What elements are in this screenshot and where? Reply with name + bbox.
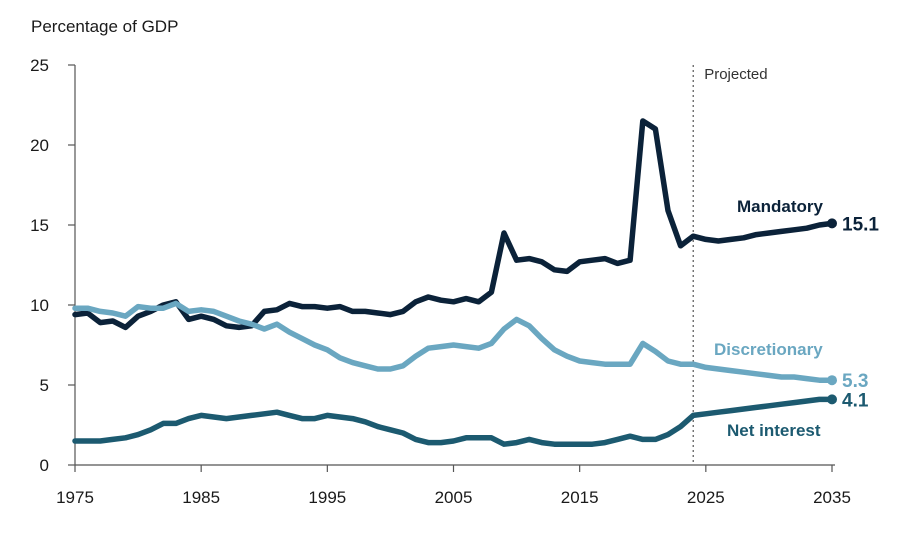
y-tick-label: 10 — [30, 296, 49, 315]
x-tick-label: 2025 — [687, 488, 725, 507]
series-name-label: Net interest — [727, 421, 821, 440]
y-tick-label: 25 — [30, 56, 49, 75]
y-tick-label: 15 — [30, 216, 49, 235]
series-end-label: 4.1 — [842, 390, 869, 411]
x-tick-label: 1995 — [308, 488, 346, 507]
y-tick-label: 5 — [40, 376, 49, 395]
y-tick-label: 0 — [40, 456, 49, 475]
series-end-label: 5.3 — [842, 371, 868, 392]
series-line-mandatory — [72, 118, 835, 331]
x-tick-label: 2015 — [561, 488, 599, 507]
x-tick-label: 2005 — [435, 488, 473, 507]
series-line-discretionary — [72, 300, 835, 383]
series-end-label: 15.1 — [842, 214, 879, 235]
x-tick-label: 1985 — [182, 488, 220, 507]
series-end-point — [827, 394, 837, 405]
projection-label: Projected — [704, 66, 767, 83]
series-line-net-interest — [72, 396, 835, 447]
y-axis-title: Percentage of GDP — [31, 17, 179, 36]
series-name-label: Mandatory — [737, 197, 824, 216]
series-name-label: Discretionary — [714, 340, 823, 359]
series-end-point — [827, 375, 837, 386]
series-end-point — [827, 218, 837, 229]
y-tick-label: 20 — [30, 136, 49, 155]
x-tick-label: 2035 — [813, 488, 851, 507]
x-tick-label: 1975 — [56, 488, 94, 507]
